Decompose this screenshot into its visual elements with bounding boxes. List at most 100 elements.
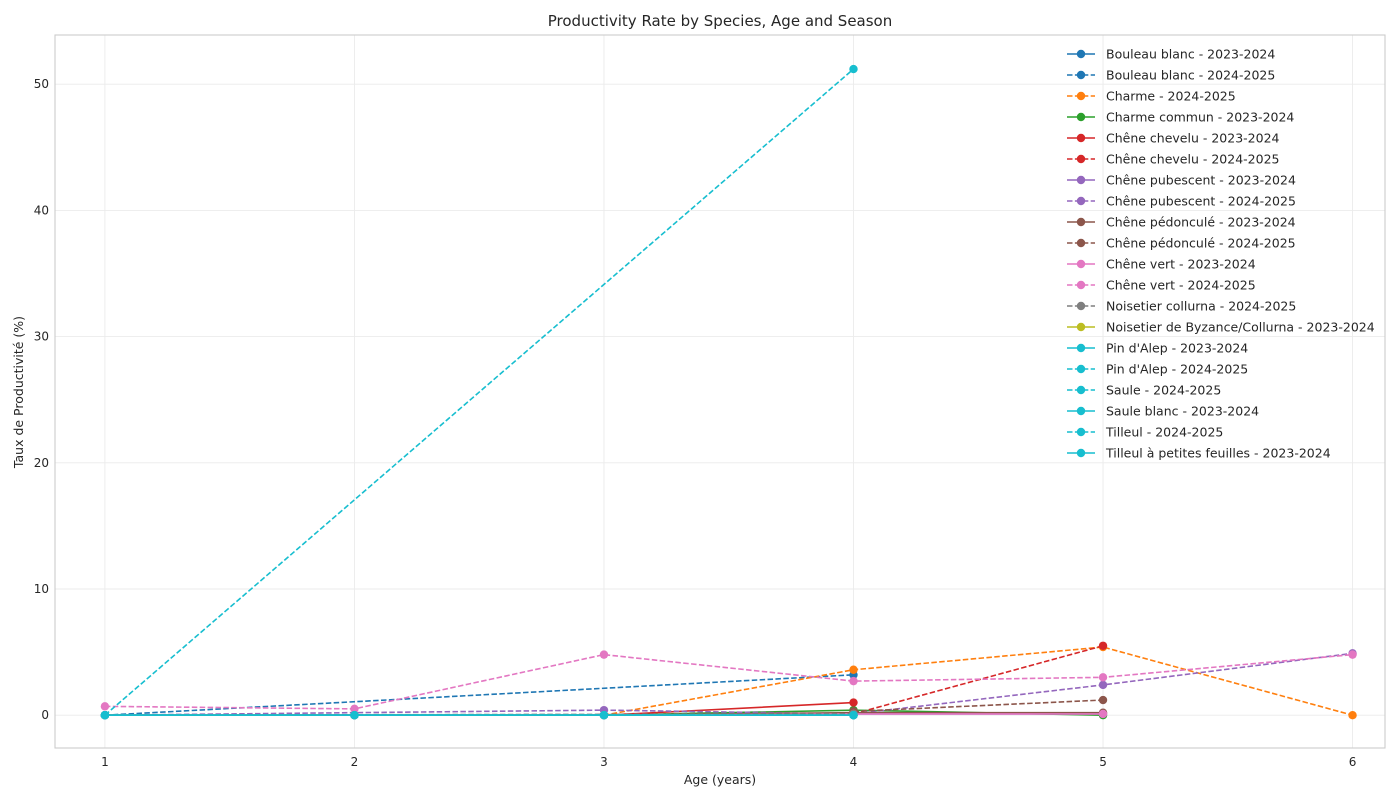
series-12 xyxy=(100,650,1357,714)
x-tick-label: 1 xyxy=(101,755,109,769)
legend-swatch-marker xyxy=(1076,112,1086,122)
legend-entry: Pin d'Alep - 2024-2025 xyxy=(1067,362,1248,377)
series-20 xyxy=(100,710,858,720)
data-point xyxy=(350,704,359,714)
y-tick-label: 10 xyxy=(34,582,49,596)
legend: Bouleau blanc - 2023-2024 Bouleau blanc -… xyxy=(1067,47,1375,461)
legend-swatch-marker xyxy=(1076,175,1086,185)
legend-label: Pin d'Alep - 2023-2024 xyxy=(1106,341,1248,356)
legend-swatch-marker xyxy=(1076,154,1086,164)
data-point xyxy=(1098,695,1108,705)
data-point xyxy=(1098,641,1108,650)
legend-label: Pin d'Alep - 2024-2025 xyxy=(1106,362,1248,377)
legend-entry: Noisetier collurna - 2024-2025 xyxy=(1067,299,1296,314)
series-line xyxy=(104,68,855,716)
data-point xyxy=(1098,709,1108,719)
legend-swatch-marker xyxy=(1076,343,1086,353)
legend-label: Chêne pédonculé - 2024-2025 xyxy=(1106,236,1296,251)
legend-label: Saule - 2024-2025 xyxy=(1106,383,1221,398)
legend-label: Tilleul à petites feuilles - 2023-2024 xyxy=(1105,446,1331,461)
legend-swatch-marker xyxy=(1076,322,1086,332)
legend-entry: Saule blanc - 2023-2024 xyxy=(1067,404,1259,419)
legend-label: Tilleul - 2024-2025 xyxy=(1105,425,1223,440)
y-tick-label: 50 xyxy=(34,77,49,91)
axis-ticks: 1 2 3 4 5 6 0 10 20 30 40 50 xyxy=(34,77,1357,769)
data-point xyxy=(350,710,359,720)
legend-swatch-marker xyxy=(1076,280,1086,290)
legend-entry: Noisetier de Byzance/Collurna - 2023-202… xyxy=(1067,320,1375,335)
legend-swatch-marker xyxy=(1076,217,1086,227)
legend-entry: Chêne pubescent - 2023-2024 xyxy=(1067,173,1296,188)
y-tick-label: 30 xyxy=(34,330,49,344)
data-point xyxy=(849,665,858,674)
legend-swatch-marker xyxy=(1076,49,1086,59)
legend-swatch-marker xyxy=(1076,406,1086,416)
series-line xyxy=(104,674,854,716)
legend-entry: Charme commun - 2023-2024 xyxy=(1067,110,1294,125)
data-point xyxy=(1098,673,1108,682)
legend-label: Chêne vert - 2023-2024 xyxy=(1106,257,1256,272)
legend-label: Chêne pubescent - 2023-2024 xyxy=(1106,173,1296,188)
series-group xyxy=(100,64,1357,720)
legend-entry: Charme - 2024-2025 xyxy=(1067,89,1236,104)
x-tick-label: 2 xyxy=(351,755,359,769)
legend-swatch-marker xyxy=(1076,91,1086,101)
data-point xyxy=(100,702,110,711)
plot-frame xyxy=(54,34,1386,749)
legend-swatch-marker xyxy=(1076,259,1086,269)
x-tick-label: 3 xyxy=(600,755,608,769)
legend-label: Chêne vert - 2024-2025 xyxy=(1106,278,1256,293)
legend-swatch-marker xyxy=(1076,133,1086,143)
legend-swatch-marker xyxy=(1076,70,1086,80)
data-point xyxy=(1348,650,1357,659)
legend-swatch-marker xyxy=(1076,301,1086,311)
data-point xyxy=(100,710,110,720)
legend-swatch-marker xyxy=(1076,238,1086,248)
legend-label: Chêne pubescent - 2024-2025 xyxy=(1106,194,1296,209)
legend-entry: Bouleau blanc - 2024-2025 xyxy=(1067,68,1275,83)
legend-entry: Tilleul - 2024-2025 xyxy=(1067,425,1223,440)
x-tick-label: 5 xyxy=(1099,755,1107,769)
grid xyxy=(55,35,1385,748)
legend-label: Chêne pédonculé - 2023-2024 xyxy=(1106,215,1296,230)
data-point xyxy=(1098,680,1108,690)
y-axis-label: Taux de Productivité (%) xyxy=(11,316,26,469)
legend-entry: Pin d'Alep - 2023-2024 xyxy=(1067,341,1248,356)
series-line xyxy=(853,699,1104,713)
legend-entry: Tilleul à petites feuilles - 2023-2024 xyxy=(1067,446,1331,461)
x-tick-label: 4 xyxy=(850,755,858,769)
legend-label: Charme - 2024-2025 xyxy=(1106,89,1236,104)
data-point xyxy=(849,698,858,707)
legend-entry: Chêne chevelu - 2023-2024 xyxy=(1067,131,1280,146)
series-line xyxy=(104,653,1353,710)
data-point xyxy=(1348,710,1357,720)
legend-entry: Saule - 2024-2025 xyxy=(1067,383,1221,398)
legend-entry: Chêne pédonculé - 2024-2025 xyxy=(1067,236,1296,251)
legend-label: Charme commun - 2023-2024 xyxy=(1106,110,1294,125)
legend-label: Chêne chevelu - 2024-2025 xyxy=(1106,152,1280,167)
legend-label: Chêne chevelu - 2023-2024 xyxy=(1106,131,1280,146)
legend-swatch-marker xyxy=(1076,196,1086,206)
legend-swatch-marker xyxy=(1076,385,1086,395)
y-tick-label: 20 xyxy=(34,456,49,470)
legend-entry: Chêne chevelu - 2024-2025 xyxy=(1067,152,1280,167)
legend-entry: Chêne pubescent - 2024-2025 xyxy=(1067,194,1296,209)
legend-label: Bouleau blanc - 2023-2024 xyxy=(1106,47,1275,62)
chart-title: Productivity Rate by Species, Age and Se… xyxy=(548,12,893,30)
legend-swatch-marker xyxy=(1076,448,1086,458)
y-tick-label: 0 xyxy=(41,708,49,722)
legend-label: Noisetier collurna - 2024-2025 xyxy=(1106,299,1296,314)
legend-swatch-marker xyxy=(1076,427,1086,437)
legend-swatch-marker xyxy=(1076,364,1086,374)
y-tick-label: 40 xyxy=(34,203,49,217)
data-point xyxy=(599,710,609,720)
legend-label: Saule blanc - 2023-2024 xyxy=(1106,404,1259,419)
data-point xyxy=(599,650,609,659)
legend-label: Noisetier de Byzance/Collurna - 2023-202… xyxy=(1106,320,1375,335)
legend-entry: Chêne pédonculé - 2023-2024 xyxy=(1067,215,1296,230)
x-tick-label: 6 xyxy=(1349,755,1357,769)
series-line xyxy=(603,646,1353,716)
legend-entry: Chêne vert - 2024-2025 xyxy=(1067,278,1256,293)
